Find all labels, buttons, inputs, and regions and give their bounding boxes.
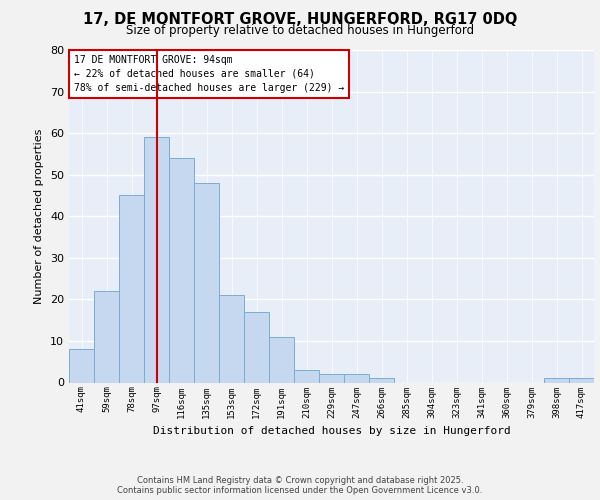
Bar: [544, 378, 569, 382]
Bar: [369, 378, 394, 382]
Bar: [119, 196, 144, 382]
Bar: [69, 349, 94, 382]
Bar: [269, 337, 294, 382]
X-axis label: Distribution of detached houses by size in Hungerford: Distribution of detached houses by size …: [152, 426, 511, 436]
Bar: [194, 183, 219, 382]
Bar: [344, 374, 369, 382]
Text: Contains HM Land Registry data © Crown copyright and database right 2025.
Contai: Contains HM Land Registry data © Crown c…: [118, 476, 482, 495]
Text: Size of property relative to detached houses in Hungerford: Size of property relative to detached ho…: [126, 24, 474, 37]
Bar: [294, 370, 319, 382]
Bar: [169, 158, 194, 382]
Bar: [94, 291, 119, 382]
Text: 17, DE MONTFORT GROVE, HUNGERFORD, RG17 0DQ: 17, DE MONTFORT GROVE, HUNGERFORD, RG17 …: [83, 12, 517, 28]
Bar: [569, 378, 594, 382]
Bar: [319, 374, 344, 382]
Text: 17 DE MONTFORT GROVE: 94sqm
← 22% of detached houses are smaller (64)
78% of sem: 17 DE MONTFORT GROVE: 94sqm ← 22% of det…: [74, 55, 344, 93]
Bar: [144, 138, 169, 382]
Y-axis label: Number of detached properties: Number of detached properties: [34, 128, 44, 304]
Bar: [244, 312, 269, 382]
Bar: [219, 295, 244, 382]
